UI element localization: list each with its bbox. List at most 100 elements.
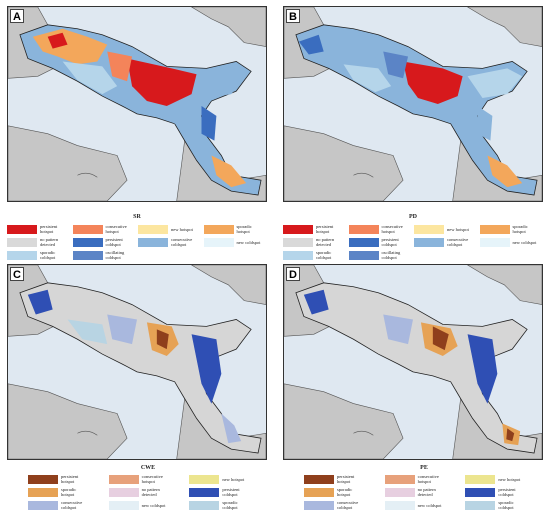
legend-label: new hotspot bbox=[171, 226, 193, 232]
legend-label: persistent hotspot bbox=[316, 224, 334, 234]
legend-item: consecutive coldspot bbox=[414, 236, 478, 248]
legend-swatch bbox=[348, 237, 379, 247]
legend-item: persistent coldspot bbox=[72, 236, 137, 248]
legend-label: consecutive coldspot bbox=[61, 500, 83, 510]
legend-item: sporadic coldspot bbox=[283, 249, 347, 261]
legend-label: sporadic hotspot bbox=[61, 487, 77, 497]
legend-item: persistent hotspot bbox=[7, 223, 71, 235]
legend-item: consecutive coldspot bbox=[304, 499, 383, 511]
legend-item: sporadic coldspot bbox=[189, 499, 268, 511]
legend-swatch bbox=[28, 487, 58, 497]
legend-label: consecutive hotspot bbox=[105, 224, 127, 234]
panel-label-a: A bbox=[10, 9, 24, 23]
legend-swatch bbox=[384, 474, 415, 484]
legend-swatch bbox=[348, 250, 379, 260]
coast-line bbox=[353, 430, 374, 436]
pattern-patch bbox=[196, 68, 247, 99]
pattern-patch bbox=[506, 428, 515, 442]
legend-title-cwe: CWE bbox=[140, 465, 156, 471]
legend-item: consecutive hotspot bbox=[348, 223, 413, 235]
legend-label: sporadic hotspot bbox=[337, 487, 353, 497]
legend-title-pd: PD bbox=[409, 214, 417, 220]
legend-item: persistent hotspot bbox=[304, 473, 383, 485]
legend-swatch bbox=[465, 474, 496, 484]
legend-grid-cwe: persistent hotspot consecutive hotspot new… bbox=[28, 473, 268, 511]
map-panel-c: C bbox=[7, 264, 267, 460]
pattern-patch bbox=[487, 155, 523, 188]
map-d bbox=[284, 265, 542, 459]
legend-label: persistent coldspot bbox=[222, 487, 240, 497]
legend-swatch bbox=[304, 500, 334, 510]
legend-item: new coldspot bbox=[384, 499, 464, 511]
pattern-patch bbox=[467, 68, 523, 99]
legend-label: persistent coldspot bbox=[498, 487, 516, 497]
study-area bbox=[295, 282, 538, 454]
pattern-patch bbox=[211, 155, 247, 188]
pattern-patch bbox=[191, 334, 222, 404]
legend-label: sporadic hotspot bbox=[512, 224, 528, 234]
legend-cwe: CWE persistent hotspot consecutive hotspo… bbox=[28, 462, 268, 522]
legend-label: sporadic coldspot bbox=[498, 500, 514, 510]
legend-item: sporadic hotspot bbox=[28, 486, 107, 498]
pattern-patch bbox=[221, 413, 242, 444]
legend-item: oscillating coldspot bbox=[72, 249, 137, 261]
legend-item: persistent coldspot bbox=[348, 236, 413, 248]
pattern-patch bbox=[62, 61, 118, 95]
legend-label: consecutive hotspot bbox=[381, 224, 403, 234]
legend-item: new hotspot bbox=[138, 223, 202, 235]
legend-label: sporadic hotspot bbox=[236, 224, 252, 234]
legend-swatch bbox=[348, 224, 379, 234]
legend-item: persistent coldspot bbox=[465, 486, 544, 498]
legend-item: new hotspot bbox=[414, 223, 478, 235]
legend-label: no pattern detected bbox=[141, 487, 160, 497]
legend-swatch bbox=[7, 250, 37, 260]
legend-pe: PE persistent hotspot consecutive hotspot… bbox=[304, 462, 544, 522]
legend-swatch bbox=[283, 224, 313, 234]
pattern-patch bbox=[201, 105, 217, 141]
legend-sr: SR persistent hotspot consecutive hotspot… bbox=[7, 206, 267, 262]
legend-swatch bbox=[465, 487, 496, 497]
pattern-patch bbox=[107, 314, 137, 345]
legend-label: oscillating coldspot bbox=[105, 250, 125, 260]
legend-item: persistent hotspot bbox=[283, 223, 347, 235]
panel-label-d: D bbox=[286, 267, 300, 281]
legend-swatch bbox=[304, 487, 334, 497]
legend-title-pe: PE bbox=[420, 465, 428, 471]
legend-item: no pattern detected bbox=[384, 486, 464, 498]
legend-swatch bbox=[384, 487, 415, 497]
legend-swatch bbox=[189, 500, 220, 510]
land-region bbox=[466, 7, 542, 47]
legend-label: consecutive hotspot bbox=[141, 474, 163, 484]
pattern-patch bbox=[47, 32, 68, 49]
pattern-patch bbox=[27, 289, 53, 315]
pattern-patch bbox=[32, 286, 108, 323]
pattern-patch bbox=[107, 51, 133, 82]
legend-item: new coldspot bbox=[203, 236, 268, 248]
legend-label: sporadic coldspot bbox=[222, 500, 238, 510]
legend-item: persistent coldspot bbox=[189, 486, 268, 498]
legend-item: consecutive coldspot bbox=[28, 499, 107, 511]
legend-label: persistent coldspot bbox=[105, 237, 123, 247]
legend-item: no pattern detected bbox=[283, 236, 347, 248]
land-region bbox=[8, 383, 128, 459]
legend-swatch bbox=[283, 250, 313, 260]
coast-line bbox=[77, 172, 98, 178]
pattern-patch bbox=[467, 334, 498, 404]
legend-label: persistent hotspot bbox=[337, 474, 355, 484]
pattern-patch bbox=[156, 105, 192, 131]
legend-swatch bbox=[465, 500, 496, 510]
legend-item: no pattern detected bbox=[108, 486, 188, 498]
legend-label: consecutive coldspot bbox=[447, 237, 469, 247]
legend-item: sporadic hotspot bbox=[203, 223, 268, 235]
land-region bbox=[190, 265, 266, 305]
pattern-patch bbox=[67, 319, 108, 345]
legend-swatch bbox=[108, 500, 139, 510]
legend-swatch bbox=[28, 474, 58, 484]
legend-item: consecutive hotspot bbox=[108, 473, 188, 485]
legend-swatch bbox=[304, 474, 334, 484]
land-region bbox=[284, 125, 404, 201]
legend-swatch bbox=[28, 500, 58, 510]
pattern-patch bbox=[403, 61, 463, 104]
legend-grid-pe: persistent hotspot consecutive hotspot new… bbox=[304, 473, 544, 511]
legend-item: consecutive coldspot bbox=[138, 236, 202, 248]
